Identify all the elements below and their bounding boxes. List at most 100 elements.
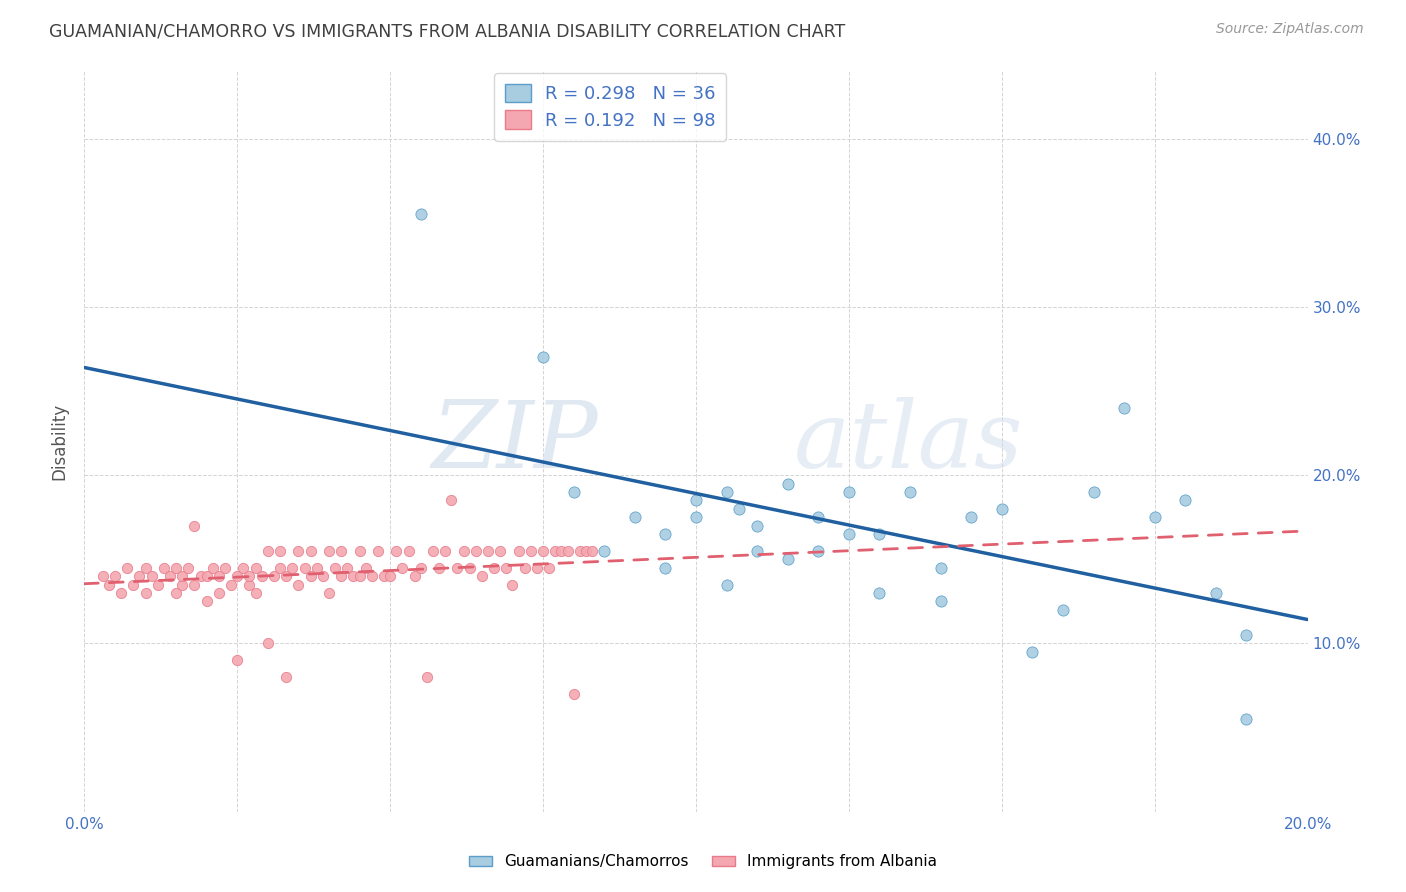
Point [685, 510, 707, 524]
Point [269, 544, 291, 558]
Point [299, 569, 322, 583]
Point [238, 569, 260, 583]
Point [318, 586, 340, 600]
Point [208, 569, 231, 583]
Point [991, 501, 1014, 516]
Point [177, 560, 200, 574]
Point [232, 560, 254, 574]
Point [141, 569, 163, 583]
Point [562, 687, 585, 701]
Text: atlas: atlas [794, 397, 1024, 486]
Point [716, 577, 738, 591]
Point [716, 485, 738, 500]
Point [531, 544, 554, 558]
Point [489, 544, 512, 558]
Point [391, 560, 413, 574]
Point [562, 485, 585, 500]
Point [747, 544, 769, 558]
Point [1205, 586, 1227, 600]
Point [276, 670, 298, 684]
Point [477, 544, 499, 558]
Point [226, 569, 249, 583]
Point [550, 544, 572, 558]
Point [115, 560, 138, 574]
Point [367, 544, 389, 558]
Point [869, 586, 891, 600]
Point [263, 569, 285, 583]
Point [135, 560, 157, 574]
Point [380, 569, 402, 583]
Point [245, 560, 267, 574]
Point [153, 560, 176, 574]
Point [349, 569, 371, 583]
Point [409, 560, 432, 574]
Point [1052, 603, 1074, 617]
Point [502, 577, 524, 591]
Y-axis label: Disability: Disability [51, 403, 69, 480]
Point [434, 544, 457, 558]
Point [1083, 485, 1105, 500]
Point [495, 560, 517, 574]
Point [183, 518, 205, 533]
Point [747, 518, 769, 533]
Point [427, 560, 450, 574]
Point [257, 636, 280, 650]
Point [898, 485, 921, 500]
Point [195, 594, 218, 608]
Point [287, 577, 309, 591]
Point [97, 577, 120, 591]
Point [336, 560, 359, 574]
Point [960, 510, 983, 524]
Point [727, 501, 749, 516]
Point [557, 544, 579, 558]
Point [624, 510, 647, 524]
Point [1143, 510, 1166, 524]
Point [360, 569, 382, 583]
Point [135, 586, 157, 600]
Point [538, 560, 561, 574]
Point [458, 560, 481, 574]
Point [568, 544, 591, 558]
Point [685, 493, 707, 508]
Point [318, 544, 340, 558]
Point [838, 527, 860, 541]
Point [575, 544, 598, 558]
Point [104, 569, 127, 583]
Point [183, 577, 205, 591]
Point [1174, 493, 1197, 508]
Point [238, 577, 260, 591]
Point [446, 560, 468, 574]
Point [544, 544, 567, 558]
Point [373, 569, 395, 583]
Point [1236, 628, 1258, 642]
Point [929, 560, 952, 574]
Point [869, 527, 891, 541]
Point [305, 560, 328, 574]
Point [128, 569, 150, 583]
Point [312, 569, 335, 583]
Point [172, 569, 194, 583]
Point [1021, 645, 1043, 659]
Point [323, 560, 346, 574]
Point [269, 560, 291, 574]
Point [398, 544, 420, 558]
Point [342, 569, 364, 583]
Point [654, 527, 676, 541]
Point [159, 569, 181, 583]
Point [245, 586, 267, 600]
Point [287, 544, 309, 558]
Point [330, 544, 353, 558]
Text: GUAMANIAN/CHAMORRO VS IMMIGRANTS FROM ALBANIA DISABILITY CORRELATION CHART: GUAMANIAN/CHAMORRO VS IMMIGRANTS FROM AL… [49, 22, 845, 40]
Point [471, 569, 494, 583]
Point [776, 476, 799, 491]
Point [838, 485, 860, 500]
Point [929, 594, 952, 608]
Point [453, 544, 475, 558]
Point [165, 586, 187, 600]
Point [531, 351, 554, 365]
Point [508, 544, 530, 558]
Point [201, 560, 224, 574]
Point [91, 569, 114, 583]
Point [409, 207, 432, 221]
Point [214, 560, 236, 574]
